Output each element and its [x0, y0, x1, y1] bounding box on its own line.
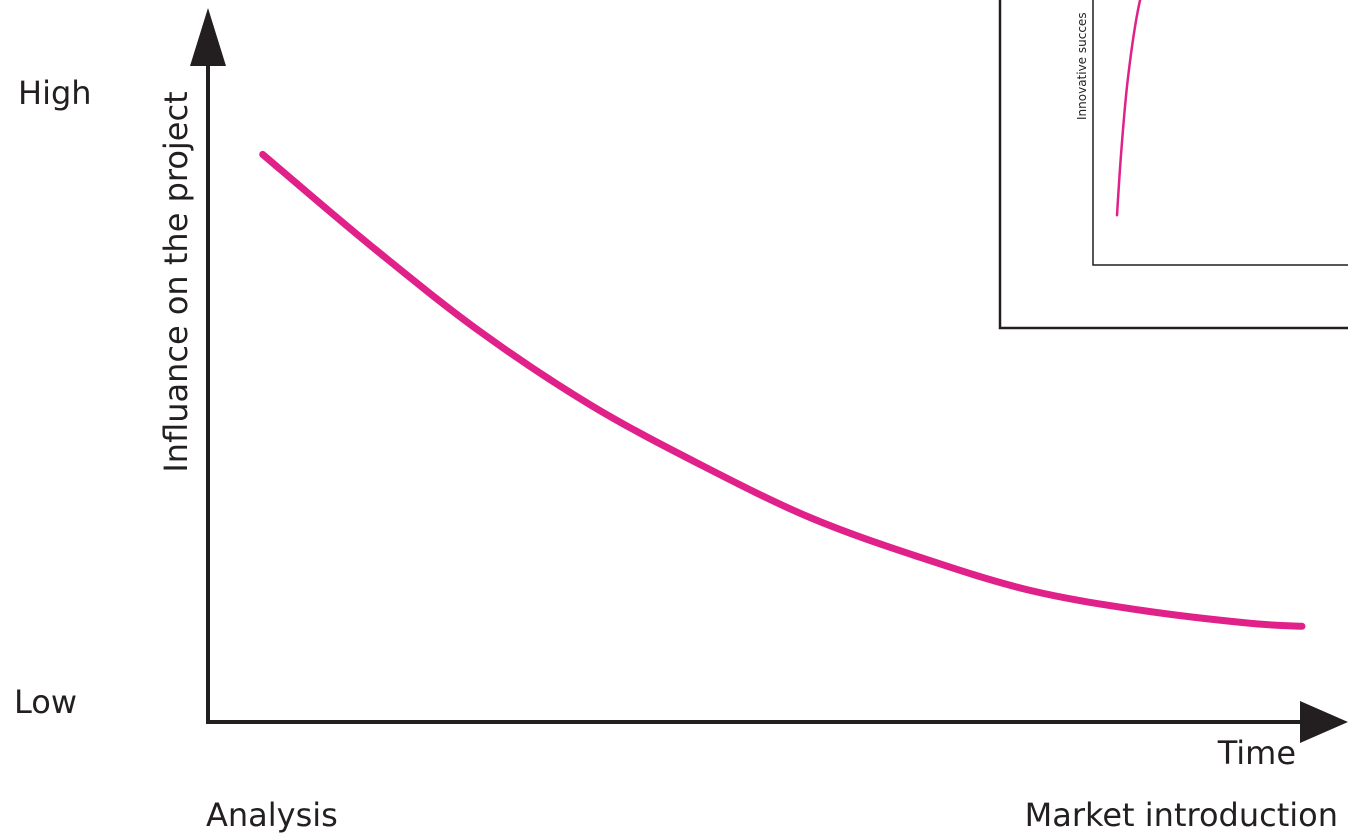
inset-chart: Innovative succes — [998, 0, 1348, 330]
inset-y-axis-label: Innovative succes — [1075, 12, 1089, 120]
main-chart: High Low Influance on the project Time A… — [14, 8, 1348, 834]
x-axis-arrowhead — [1300, 701, 1348, 743]
y-axis-arrowhead — [190, 8, 226, 66]
y-low-label: Low — [14, 683, 77, 721]
inset-series-line — [1115, 0, 1142, 217]
inset-axes — [1092, 0, 1348, 266]
x-end-label: Market introduction — [1025, 796, 1338, 834]
y-high-label: High — [18, 74, 92, 112]
y-axis-label: Influance on the project — [157, 91, 195, 472]
series-points — [260, 151, 1305, 629]
series-line-influence — [259, 150, 1306, 630]
x-axis-label: Time — [1217, 734, 1296, 772]
inset-frame — [998, 0, 1348, 330]
x-start-label: Analysis — [206, 796, 338, 834]
